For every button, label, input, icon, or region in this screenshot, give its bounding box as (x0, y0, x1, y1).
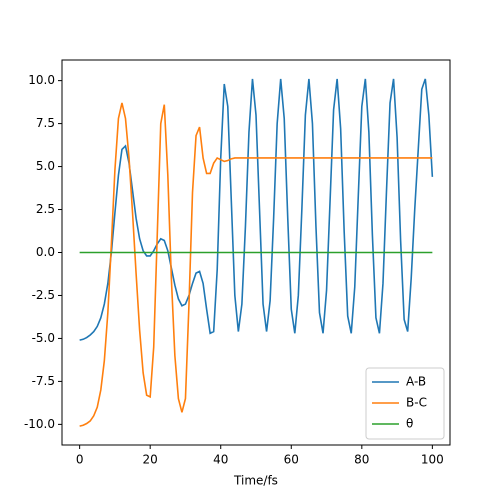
series-line (79, 78, 434, 341)
x-tick-label: 60 (284, 453, 299, 467)
legend-box (365, 367, 445, 440)
legend-label: θ (406, 417, 413, 431)
x-tick-label: 0 (76, 453, 84, 467)
y-tick-label: -5.0 (32, 331, 55, 345)
y-tick-label: -7.5 (32, 374, 55, 388)
legend-label: A-B (406, 375, 426, 389)
x-tick-label: 80 (354, 453, 369, 467)
y-tick-label: 10.0 (28, 73, 55, 87)
plot-frame (61, 59, 451, 446)
x-axis-label: Time/fs (233, 474, 278, 488)
y-tick-label: -10.0 (24, 417, 55, 431)
y-tick-label: 7.5 (36, 116, 55, 130)
series-line (79, 102, 433, 427)
x-tick-label: 40 (213, 453, 228, 467)
x-tick-label: 20 (143, 453, 158, 467)
x-tick-label: 100 (421, 453, 444, 467)
y-tick-label: 0.0 (36, 245, 55, 259)
y-tick-label: 5.0 (36, 159, 55, 173)
y-tick-label: -2.5 (32, 288, 55, 302)
y-tick-label: 2.5 (36, 202, 55, 216)
legend-label: B-C (406, 396, 427, 410)
